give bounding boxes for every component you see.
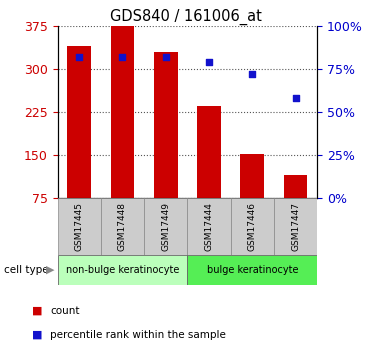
Text: ■: ■ xyxy=(32,306,42,315)
Text: GSM17448: GSM17448 xyxy=(118,202,127,252)
Text: cell type: cell type xyxy=(4,265,48,275)
Point xyxy=(206,59,212,65)
Bar xyxy=(187,255,317,285)
Bar xyxy=(197,106,221,242)
Text: count: count xyxy=(50,306,80,315)
Text: bulge keratinocyte: bulge keratinocyte xyxy=(207,265,298,275)
Bar xyxy=(240,154,264,242)
Text: GSM17449: GSM17449 xyxy=(161,202,170,252)
Point xyxy=(119,54,125,60)
Bar xyxy=(231,198,274,255)
Bar xyxy=(101,198,144,255)
Bar xyxy=(187,198,231,255)
Bar xyxy=(154,52,178,241)
Bar xyxy=(274,198,317,255)
Point xyxy=(249,71,255,77)
Point xyxy=(293,96,299,101)
Text: percentile rank within the sample: percentile rank within the sample xyxy=(50,330,226,339)
Text: GSM17444: GSM17444 xyxy=(204,203,213,251)
Text: ▶: ▶ xyxy=(46,265,54,275)
Bar xyxy=(111,26,134,242)
Text: GDS840 / 161006_at: GDS840 / 161006_at xyxy=(109,9,262,25)
Text: non-bulge keratinocyte: non-bulge keratinocyte xyxy=(66,265,179,275)
Bar xyxy=(144,198,187,255)
Bar xyxy=(67,46,91,242)
Text: ■: ■ xyxy=(32,330,42,339)
Text: GSM17447: GSM17447 xyxy=(291,202,300,252)
Bar xyxy=(58,198,101,255)
Point xyxy=(163,54,169,60)
Text: GSM17445: GSM17445 xyxy=(75,202,83,252)
Bar xyxy=(58,255,187,285)
Bar xyxy=(284,175,308,241)
Text: GSM17446: GSM17446 xyxy=(248,202,257,252)
Point xyxy=(76,54,82,60)
